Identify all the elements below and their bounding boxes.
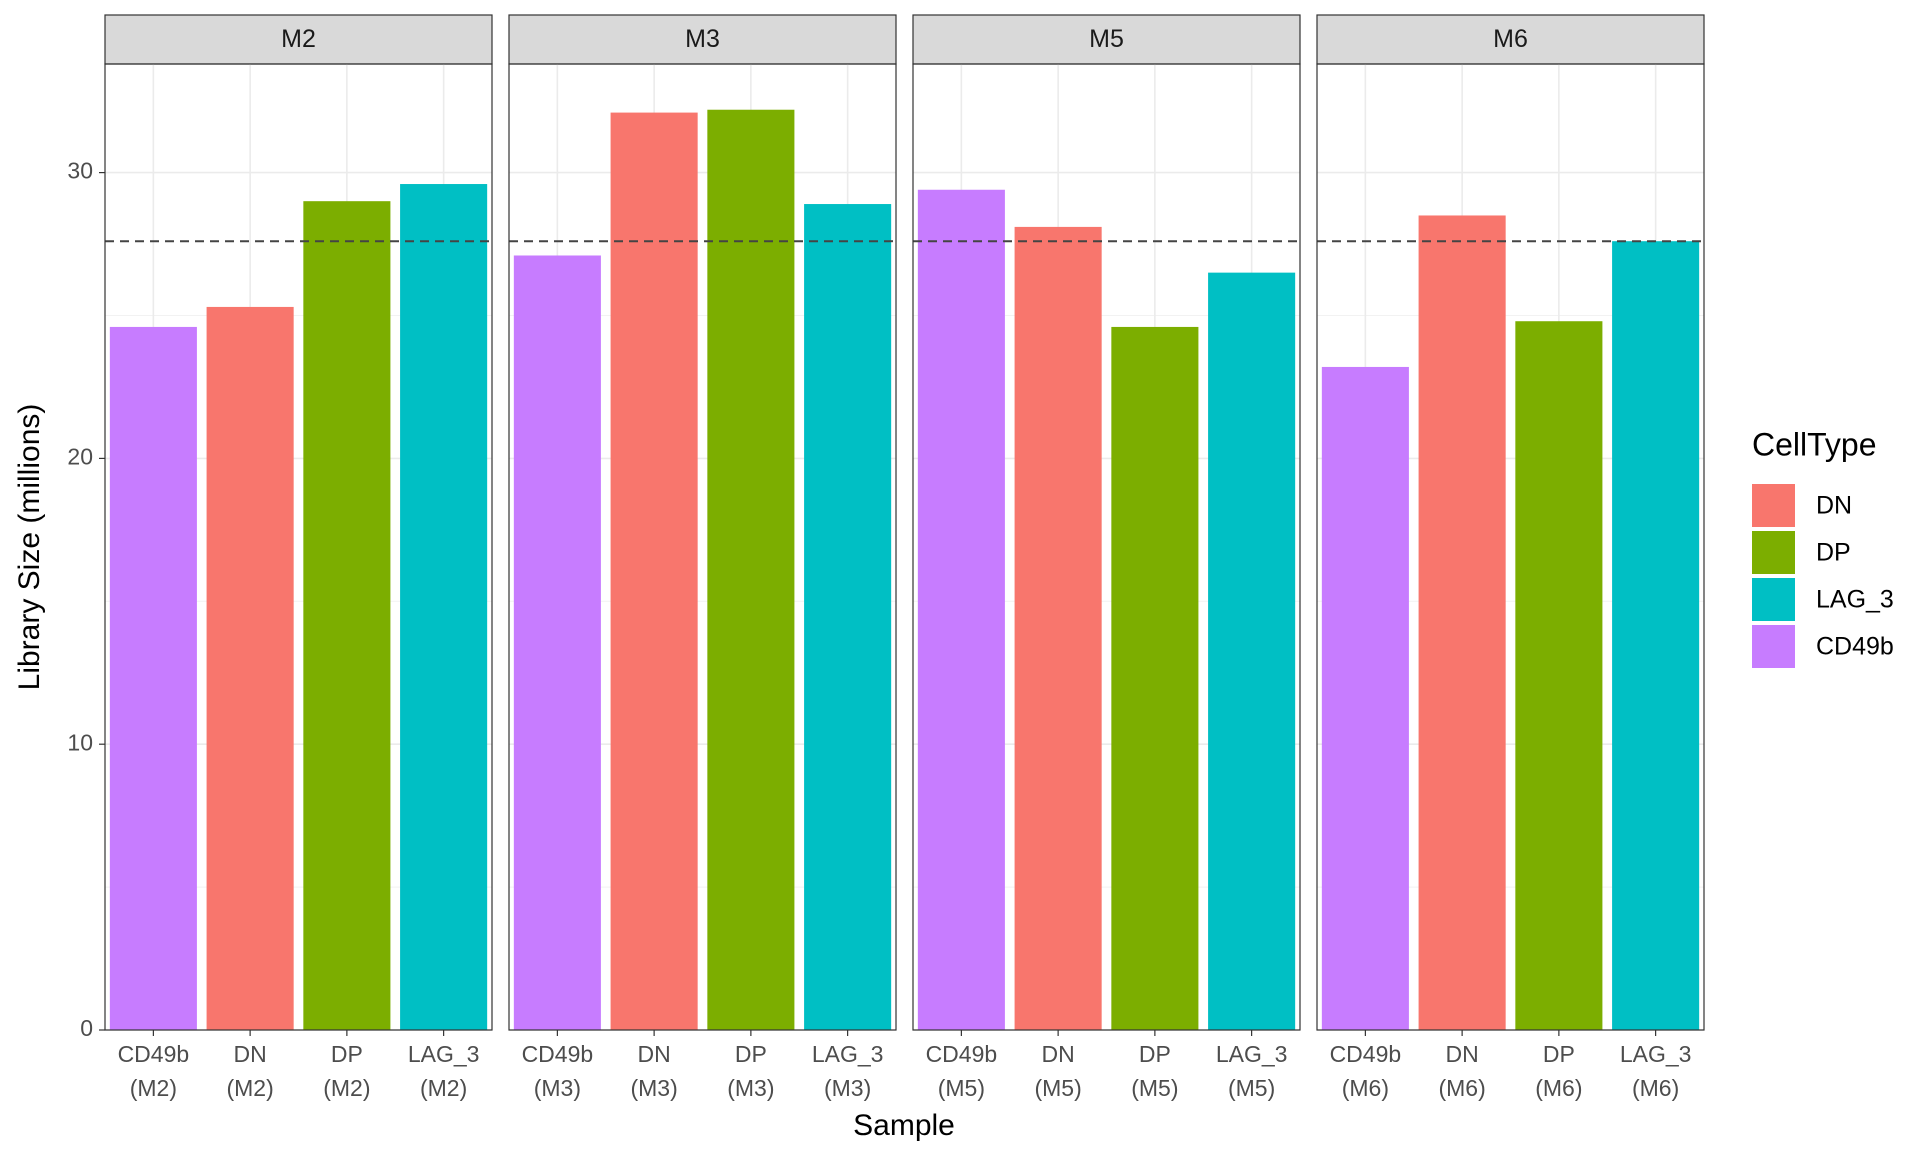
x-tick-label: CD49b <box>118 1041 190 1067</box>
legend-label: CD49b <box>1816 633 1894 661</box>
x-tick-label: (M5) <box>1131 1075 1178 1101</box>
bar <box>1321 366 1409 1030</box>
x-tick-label: (M2) <box>226 1075 273 1101</box>
strip <box>104 14 493 65</box>
panel-border <box>104 63 493 1031</box>
y-tick-label: 20 <box>67 443 93 469</box>
bar <box>109 326 197 1030</box>
x-tick-label: (M3) <box>630 1075 677 1101</box>
bar <box>1208 272 1296 1030</box>
x-tick-label: DN <box>1042 1041 1075 1067</box>
x-tick-label: DN <box>638 1041 671 1067</box>
legend-title: CellType <box>1752 426 1877 462</box>
x-tick-label: (M6) <box>1535 1075 1582 1101</box>
x-tick-label: DP <box>1543 1041 1575 1067</box>
x-tick-label: LAG_3 <box>1620 1041 1692 1067</box>
strip-text: M3 <box>685 25 720 53</box>
x-tick-label: (M2) <box>420 1075 467 1101</box>
strip <box>508 14 897 65</box>
bar <box>610 112 698 1030</box>
strip-text: M2 <box>281 25 316 53</box>
bar <box>804 204 892 1030</box>
legend-key <box>1752 484 1795 527</box>
x-tick-label: (M6) <box>1632 1075 1679 1101</box>
y-axis-title: Library Size (millions) <box>13 404 46 691</box>
strip <box>912 14 1301 65</box>
panel-border <box>912 63 1301 1031</box>
bar <box>400 184 488 1030</box>
x-tick-label: (M5) <box>1034 1075 1081 1101</box>
bar <box>917 189 1005 1031</box>
x-tick-label: (M3) <box>824 1075 871 1101</box>
panel-border <box>508 63 897 1031</box>
x-tick-label: CD49b <box>926 1041 998 1067</box>
legend-label: DP <box>1816 539 1851 567</box>
x-tick-label: DN <box>1446 1041 1479 1067</box>
y-tick-label: 0 <box>80 1015 93 1041</box>
x-tick-label: CD49b <box>522 1041 594 1067</box>
bar <box>1418 215 1506 1030</box>
x-tick-label: (M6) <box>1438 1075 1485 1101</box>
x-tick-label: LAG_3 <box>1216 1041 1288 1067</box>
bar <box>1515 321 1603 1030</box>
x-tick-label: (M3) <box>727 1075 774 1101</box>
x-tick-label: DP <box>735 1041 767 1067</box>
legend-label: DN <box>1816 492 1852 520</box>
bar <box>513 255 601 1030</box>
x-tick-label: (M5) <box>938 1075 985 1101</box>
bar <box>1111 326 1199 1030</box>
bar <box>303 201 391 1031</box>
y-tick-label: 30 <box>67 158 93 184</box>
x-tick-label: (M5) <box>1228 1075 1275 1101</box>
legend-key <box>1752 531 1795 574</box>
x-tick-label: CD49b <box>1330 1041 1402 1067</box>
bar <box>1014 226 1102 1030</box>
y-tick-label: 10 <box>67 729 93 755</box>
bar <box>707 109 795 1031</box>
panel-border <box>1316 63 1705 1031</box>
strip <box>1316 14 1705 65</box>
strip-text: M6 <box>1493 25 1528 53</box>
x-tick-label: (M3) <box>534 1075 581 1101</box>
x-tick-label: (M2) <box>130 1075 177 1101</box>
bar <box>1612 241 1700 1031</box>
x-tick-label: LAG_3 <box>812 1041 884 1067</box>
bar <box>206 306 294 1031</box>
x-tick-label: LAG_3 <box>408 1041 480 1067</box>
strip-text: M5 <box>1089 25 1124 53</box>
x-tick-label: (M6) <box>1342 1075 1389 1101</box>
x-axis-title: Sample <box>853 1109 955 1142</box>
x-tick-label: DP <box>331 1041 363 1067</box>
x-tick-label: DP <box>1139 1041 1171 1067</box>
x-tick-label: (M2) <box>323 1075 370 1101</box>
legend-key <box>1752 625 1795 668</box>
legend-key <box>1752 578 1795 621</box>
legend-label: LAG_3 <box>1816 586 1894 614</box>
x-tick-label: DN <box>234 1041 267 1067</box>
